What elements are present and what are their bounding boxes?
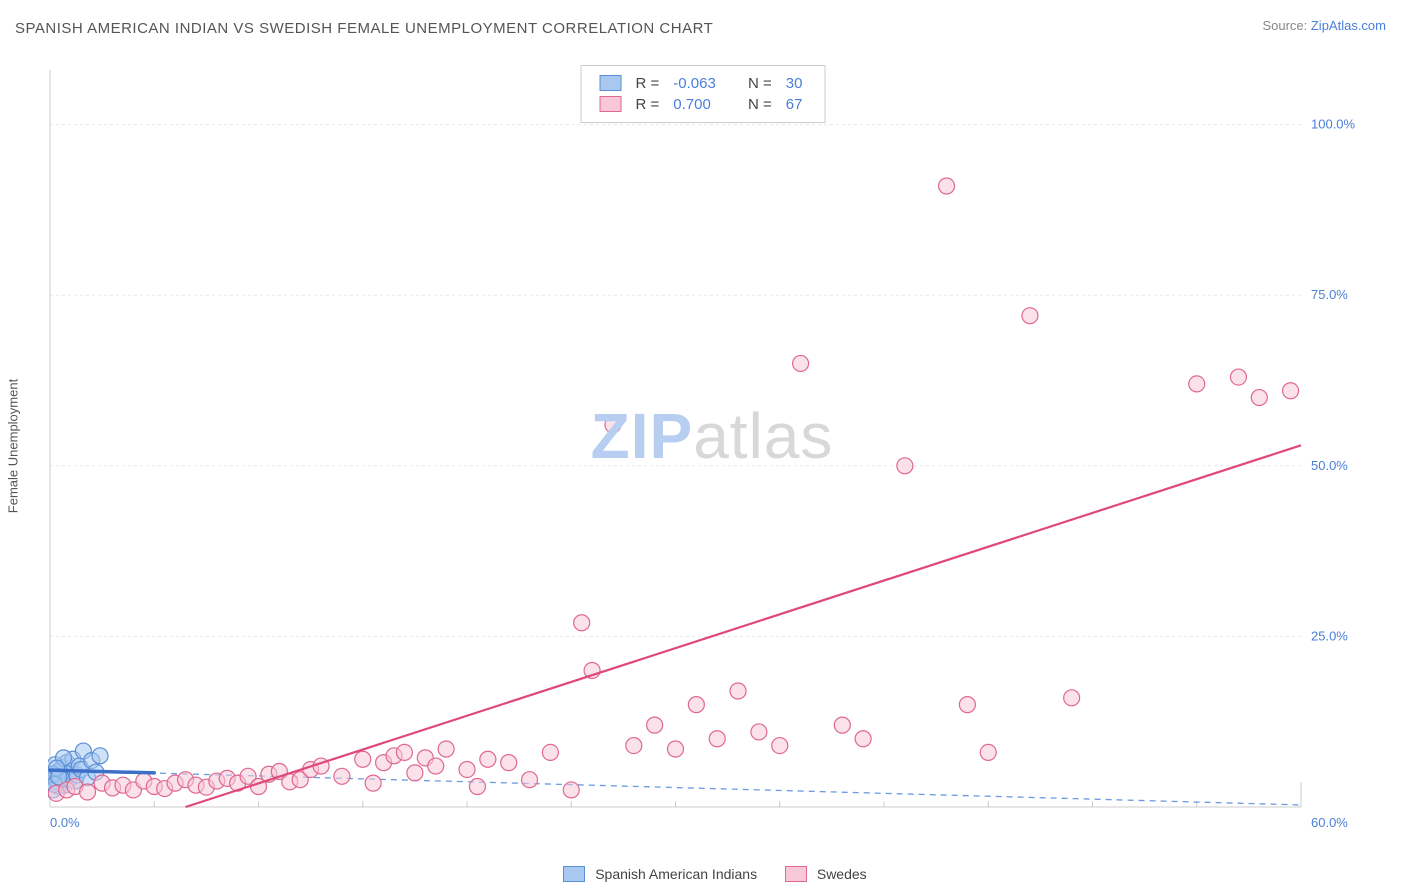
data-point-swedes [1189, 376, 1205, 392]
stats-r-label: R = [630, 74, 666, 93]
stats-r-value-0: -0.063 [667, 74, 722, 93]
correlation-stats-box: R = -0.063 N = 30 R = 0.700 N = 67 [581, 65, 826, 123]
stats-r-label: R = [630, 95, 666, 114]
data-point-swedes [80, 784, 96, 800]
y-tick-label: 50.0% [1311, 458, 1348, 473]
swatch-series-0 [600, 75, 622, 91]
data-point-swedes [626, 738, 642, 754]
data-point-swedes [1022, 308, 1038, 324]
legend-label-0: Spanish American Indians [595, 866, 757, 882]
legend-swatch-1 [785, 866, 807, 882]
data-point-swedes [668, 741, 684, 757]
x-start-label: 0.0% [50, 815, 80, 830]
source-prefix: Source: [1262, 18, 1310, 33]
data-point-swedes [501, 755, 517, 771]
stats-row-series-0: R = -0.063 N = 30 [594, 74, 809, 93]
source-link[interactable]: ZipAtlas.com [1311, 18, 1386, 33]
stats-n-label: N = [742, 95, 778, 114]
legend-swatch-0 [563, 866, 585, 882]
data-point-swedes [459, 761, 475, 777]
header-row: SPANISH AMERICAN INDIAN VS SWEDISH FEMAL… [15, 20, 1391, 38]
data-point-swedes [522, 772, 538, 788]
data-point-swedes [1230, 369, 1246, 385]
data-point-swedes [334, 768, 350, 784]
y-axis-label: Female Unemployment [6, 379, 21, 513]
data-point-swedes [542, 744, 558, 760]
data-point-swedes [574, 615, 590, 631]
data-point-swedes [959, 697, 975, 713]
scatter-plot-svg: 25.0% 50.0% 75.0% 100.0% 0.0% 60.0% [48, 65, 1376, 837]
data-point-swedes [709, 731, 725, 747]
data-point-swedes [563, 782, 579, 798]
stats-table: R = -0.063 N = 30 R = 0.700 N = 67 [592, 72, 811, 116]
data-point-swedes [438, 741, 454, 757]
data-point-swedes [772, 738, 788, 754]
plot-area: 25.0%50.0%75.0%100.0%0.0%60.0% ZIPatlas [48, 65, 1376, 837]
data-point-swedes [688, 697, 704, 713]
source-attribution: Source: ZipAtlas.com [1262, 18, 1386, 33]
data-point-spanish_american_indians [92, 748, 108, 764]
data-point-swedes [365, 775, 381, 791]
data-point-swedes [407, 765, 423, 781]
data-point-swedes [855, 731, 871, 747]
data-point-swedes [730, 683, 746, 699]
x-end-label: 60.0% [1311, 815, 1348, 830]
legend-label-1: Swedes [817, 866, 867, 882]
data-point-swedes [897, 458, 913, 474]
data-point-swedes [1283, 383, 1299, 399]
stats-row-series-1: R = 0.700 N = 67 [594, 95, 809, 114]
data-point-swedes [1251, 390, 1267, 406]
stats-n-label: N = [742, 74, 778, 93]
stats-n-value-1: 67 [780, 95, 809, 114]
data-point-swedes [793, 355, 809, 371]
data-point-swedes [980, 744, 996, 760]
data-point-swedes [355, 751, 371, 767]
stats-r-value-1: 0.700 [667, 95, 722, 114]
swatch-series-1 [600, 96, 622, 112]
data-point-swedes [469, 779, 485, 795]
data-point-swedes [605, 417, 621, 433]
data-point-swedes [480, 751, 496, 767]
data-point-swedes [396, 744, 412, 760]
chart-frame: SPANISH AMERICAN INDIAN VS SWEDISH FEMAL… [0, 0, 1406, 892]
y-tick-label: 25.0% [1311, 628, 1348, 643]
stats-n-value-0: 30 [780, 74, 809, 93]
data-point-swedes [428, 758, 444, 774]
chart-title: SPANISH AMERICAN INDIAN VS SWEDISH FEMAL… [15, 20, 713, 37]
data-point-swedes [751, 724, 767, 740]
data-point-swedes [834, 717, 850, 733]
legend-bottom: Spanish American Indians Swedes [0, 866, 1406, 882]
y-tick-label: 100.0% [1311, 117, 1356, 132]
y-tick-label: 75.0% [1311, 287, 1348, 302]
data-point-swedes [647, 717, 663, 733]
data-point-swedes [939, 178, 955, 194]
data-point-swedes [1064, 690, 1080, 706]
